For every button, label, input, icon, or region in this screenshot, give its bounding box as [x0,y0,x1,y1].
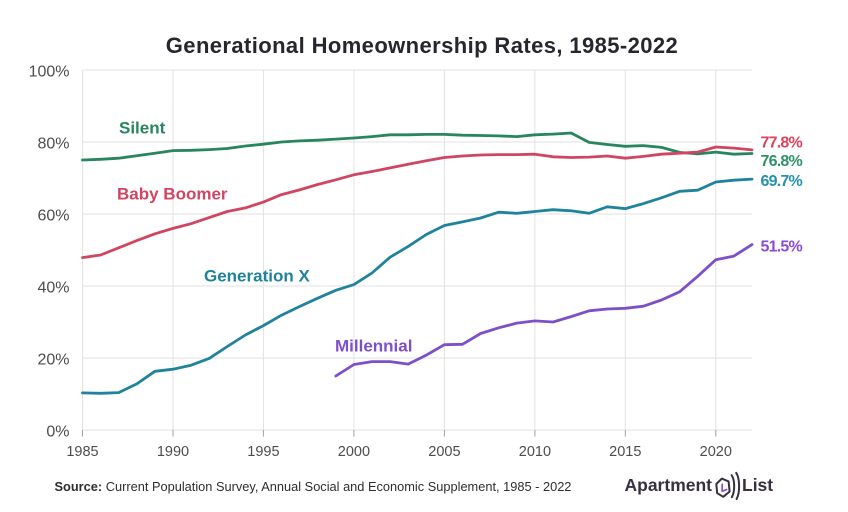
svg-text:2020: 2020 [700,444,732,460]
svg-text:76.8%: 76.8% [761,153,803,170]
svg-text:2010: 2010 [519,444,551,460]
svg-text:Source: Current Population Sur: Source: Current Population Survey, Annua… [55,479,572,494]
svg-text:2005: 2005 [428,444,460,460]
svg-text:77.8%: 77.8% [761,135,803,152]
svg-text:Baby Boomer: Baby Boomer [117,185,228,204]
svg-text:80%: 80% [37,136,69,153]
svg-text:1985: 1985 [66,444,98,460]
svg-text:Silent: Silent [119,119,166,138]
svg-text:0%: 0% [46,424,69,441]
svg-text:100%: 100% [29,64,70,81]
svg-text:51.5%: 51.5% [761,239,803,256]
svg-text:1990: 1990 [157,444,189,460]
svg-text:Millennial: Millennial [335,337,412,356]
svg-text:List: List [742,475,773,495]
svg-text:20%: 20% [37,352,69,369]
svg-text:2015: 2015 [609,444,641,460]
svg-text:1995: 1995 [247,444,279,460]
svg-text:Apartment: Apartment [625,475,713,495]
svg-text:69.7%: 69.7% [761,173,803,190]
svg-text:60%: 60% [37,208,69,225]
svg-text:Generation X: Generation X [204,267,310,286]
svg-text:40%: 40% [37,280,69,297]
svg-text:2000: 2000 [338,444,370,460]
